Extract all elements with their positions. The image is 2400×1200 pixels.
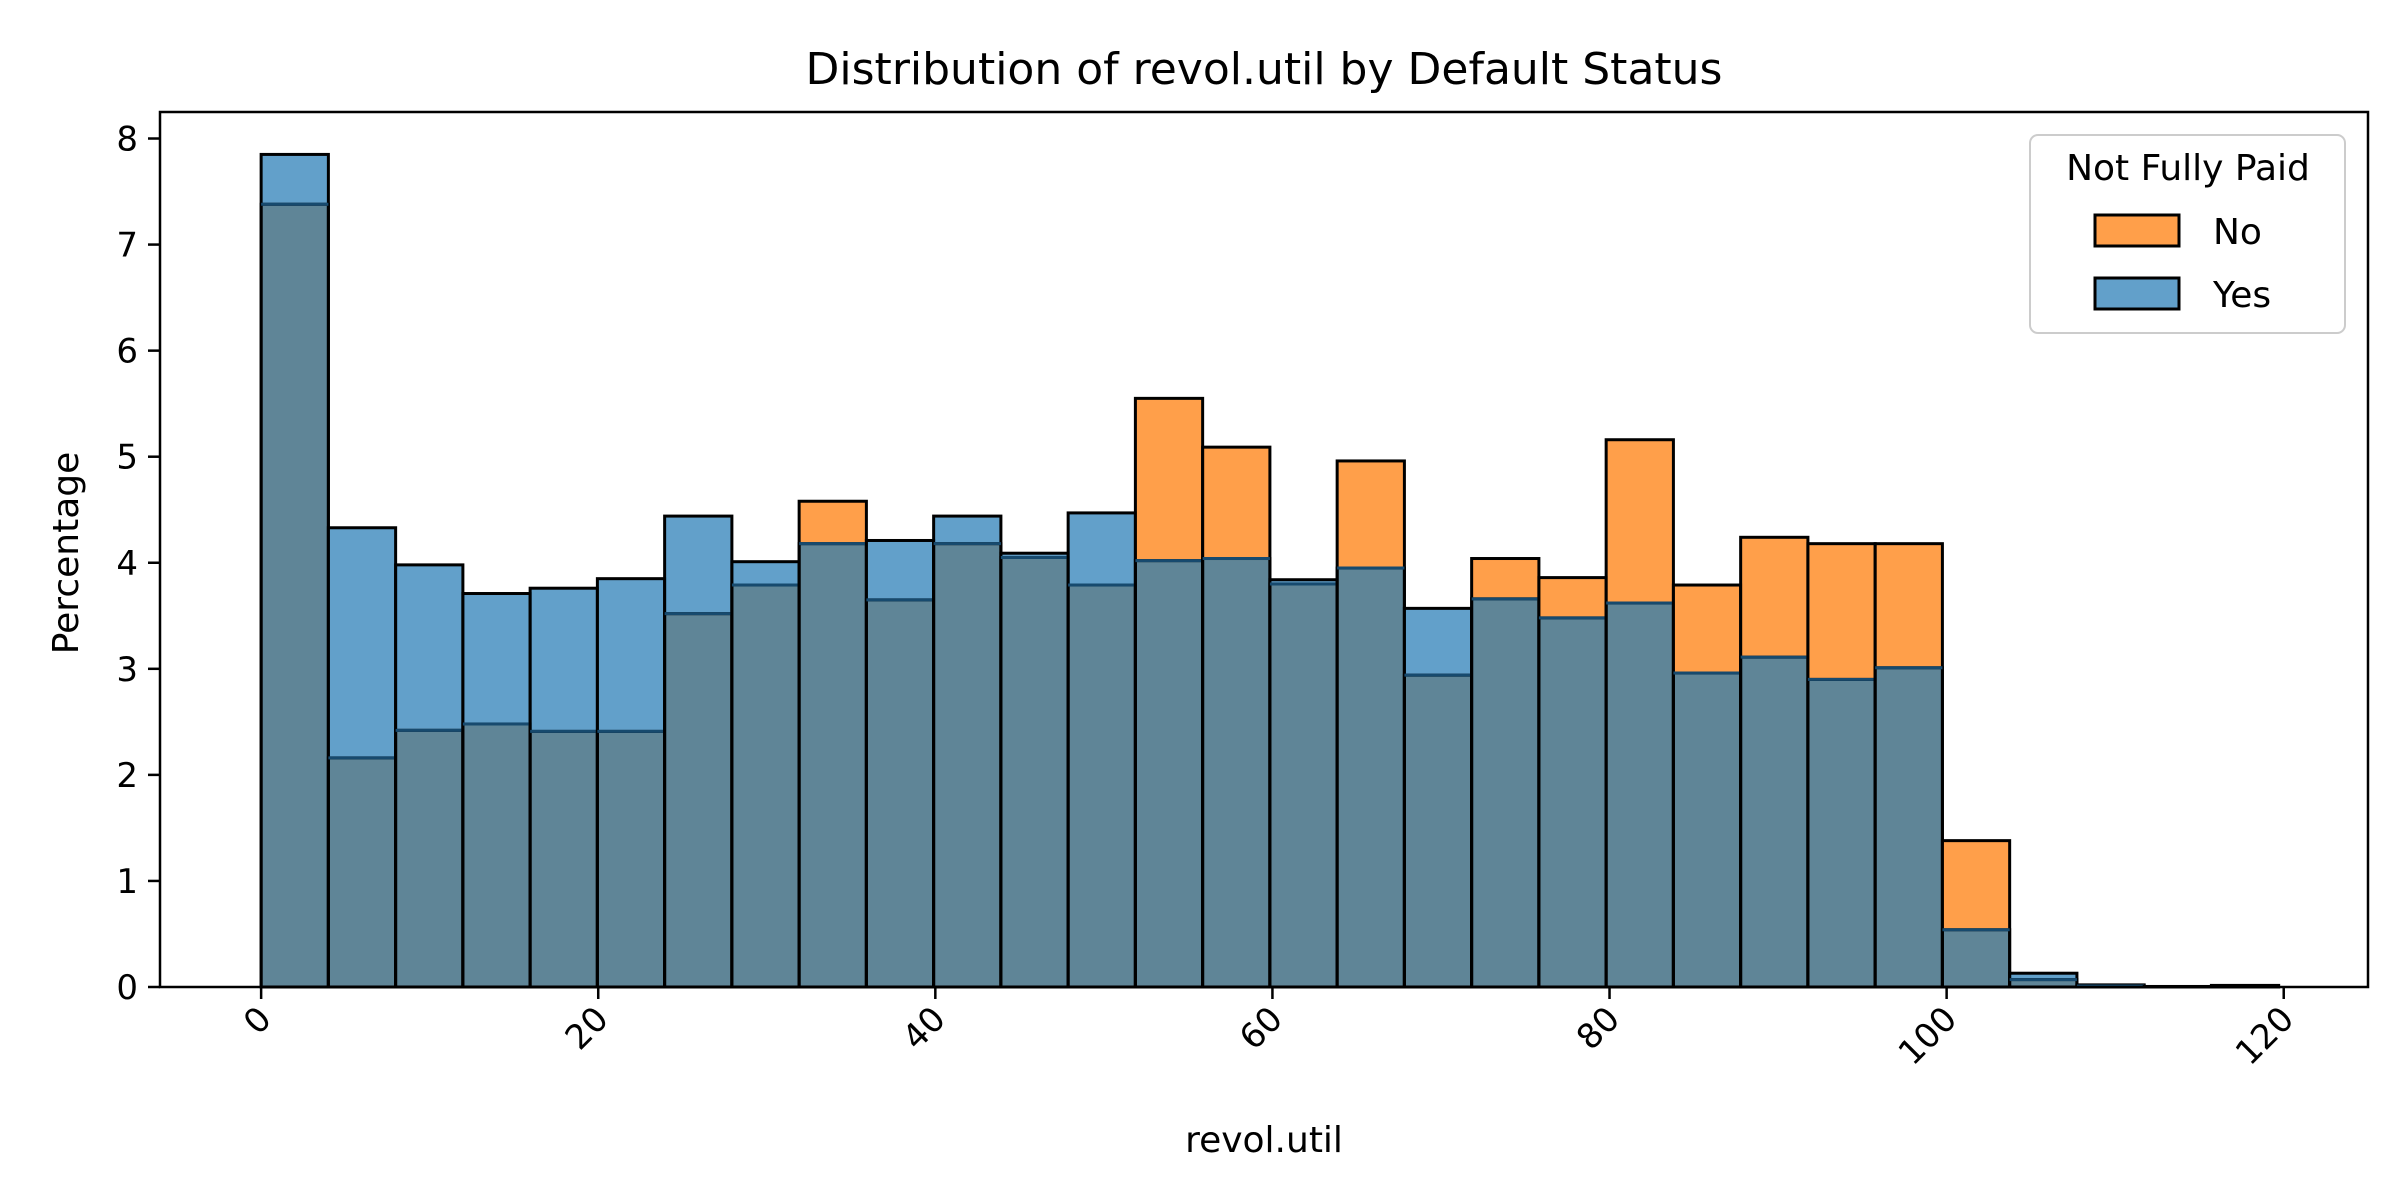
bar-no xyxy=(1135,398,1203,561)
bar-overlap xyxy=(1942,929,2010,987)
bar-yes xyxy=(530,588,598,732)
legend-label-yes: Yes xyxy=(2212,275,2271,316)
chart-title: Distribution of revol.util by Default St… xyxy=(806,44,1723,95)
bar-overlap xyxy=(1471,598,1539,987)
bar-no xyxy=(1942,840,2010,930)
bar-yes xyxy=(2009,973,2077,980)
bar-overlap xyxy=(1202,558,1270,987)
bar-no xyxy=(1875,543,1943,668)
bar-overlap xyxy=(1000,557,1069,987)
bar-no xyxy=(1471,558,1539,599)
bar-overlap xyxy=(1269,583,1338,987)
bar-yes xyxy=(1000,553,1069,558)
bar-overlap xyxy=(866,599,934,987)
bar-overlap xyxy=(530,731,598,987)
bar-overlap xyxy=(395,730,463,987)
bar-overlap xyxy=(1673,673,1741,987)
bar-overlap xyxy=(1068,585,1136,987)
y-tick-label: 8 xyxy=(116,120,138,160)
y-tick-label: 3 xyxy=(116,650,138,690)
bar-no xyxy=(799,501,867,544)
bar-overlap xyxy=(933,543,1001,987)
bar-yes xyxy=(462,593,531,724)
y-tick-label: 4 xyxy=(116,544,138,584)
x-axis-label: revol.util xyxy=(1185,1120,1343,1161)
y-tick-label: 2 xyxy=(116,756,138,796)
bar-overlap xyxy=(462,723,531,987)
bar-overlap xyxy=(1135,560,1203,987)
bar-overlap xyxy=(1404,675,1472,987)
legend-title: Not Fully Paid xyxy=(2066,148,2310,189)
y-tick-label: 1 xyxy=(116,862,138,902)
legend-swatch-no xyxy=(2093,213,2181,248)
bar-no xyxy=(1202,447,1270,559)
bar-yes xyxy=(597,578,665,732)
legend: Not Fully Paid No Yes xyxy=(2029,134,2346,334)
bar-overlap xyxy=(731,585,800,987)
legend-label-no: No xyxy=(2213,212,2262,253)
bar-overlap xyxy=(2009,979,2077,987)
bar-yes xyxy=(866,540,934,600)
bar-yes xyxy=(261,154,329,205)
bar-overlap xyxy=(1807,679,1876,987)
y-axis-label: Percentage xyxy=(46,452,87,655)
bar-yes xyxy=(1404,608,1472,676)
bar-yes xyxy=(731,561,800,586)
y-tick-label: 7 xyxy=(116,226,138,266)
bar-yes xyxy=(1068,512,1136,586)
bar-yes xyxy=(328,527,396,758)
y-tick-label: 5 xyxy=(116,438,138,478)
bar-overlap xyxy=(799,543,867,987)
y-tick-label: 6 xyxy=(116,332,138,372)
bar-yes xyxy=(1269,579,1338,584)
bar-no xyxy=(1337,460,1405,569)
bar-overlap xyxy=(328,757,396,987)
bar-overlap xyxy=(1740,657,1808,987)
bar-no xyxy=(1807,543,1876,680)
bar-no xyxy=(1538,577,1607,618)
bar-overlap xyxy=(1337,568,1405,987)
bar-yes xyxy=(395,564,463,731)
bar-no xyxy=(1673,585,1741,674)
plot-frame xyxy=(158,110,2370,989)
bar-overlap xyxy=(1538,617,1607,987)
y-tick-label: 0 xyxy=(116,968,138,1008)
bar-overlap xyxy=(1606,603,1674,987)
bar-no xyxy=(1740,537,1808,658)
bar-overlap xyxy=(664,613,732,987)
bar-yes xyxy=(933,516,1001,544)
bar-yes xyxy=(664,516,732,614)
bar-overlap xyxy=(1875,667,1943,987)
bar-overlap xyxy=(261,204,329,988)
bar-no xyxy=(1606,439,1674,604)
legend-swatch-yes xyxy=(2093,276,2181,311)
bar-overlap xyxy=(597,731,665,987)
